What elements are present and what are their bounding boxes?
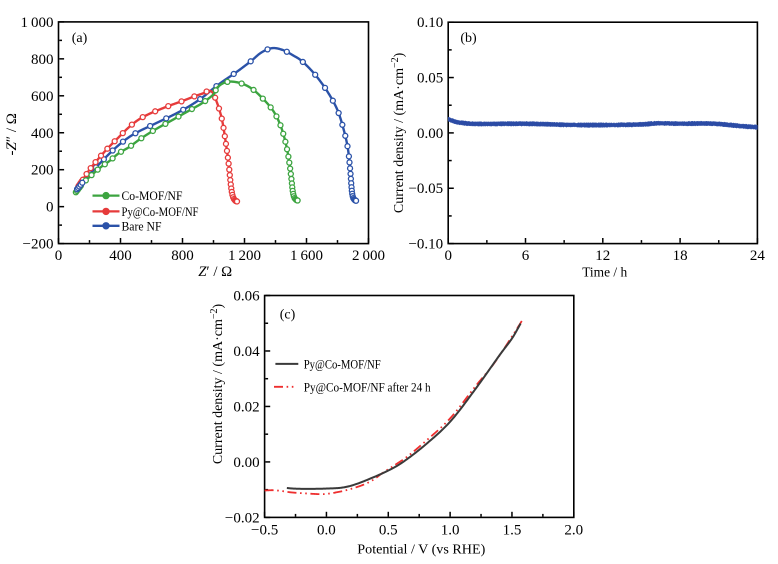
svg-text:0.00: 0.00 xyxy=(233,455,259,471)
svg-text:−0.10: −0.10 xyxy=(408,237,443,253)
svg-text:Time / h: Time / h xyxy=(582,264,627,279)
svg-text:−200: −200 xyxy=(23,237,54,253)
svg-text:0.06: 0.06 xyxy=(233,289,260,305)
svg-text:400: 400 xyxy=(109,248,132,264)
svg-text:−0.05: −0.05 xyxy=(408,181,443,197)
svg-text:0: 0 xyxy=(55,248,63,264)
svg-text:200: 200 xyxy=(31,163,54,179)
svg-text:−0.5: −0.5 xyxy=(251,523,278,539)
svg-text:0.10: 0.10 xyxy=(417,15,443,31)
svg-text:1 600: 1 600 xyxy=(290,248,323,264)
svg-text:Py@Co-MOF/NF: Py@Co-MOF/NF xyxy=(304,356,381,371)
svg-text:1 200: 1 200 xyxy=(228,248,261,264)
svg-text:Current density / (mA·cm−2): Current density / (mA·cm−2) xyxy=(209,304,226,465)
svg-text:24: 24 xyxy=(750,248,766,264)
svg-text:Current density / (mA·cm−2): Current density / (mA·cm−2) xyxy=(390,52,407,213)
svg-text:12: 12 xyxy=(595,248,610,264)
svg-text:2 000: 2 000 xyxy=(352,248,385,264)
svg-text:(a): (a) xyxy=(72,31,88,46)
svg-text:600: 600 xyxy=(31,89,54,105)
svg-text:1.5: 1.5 xyxy=(503,523,522,539)
svg-text:18: 18 xyxy=(673,248,688,264)
svg-text:2.0: 2.0 xyxy=(564,523,583,539)
svg-text:−0.02: −0.02 xyxy=(225,510,260,526)
svg-text:(b): (b) xyxy=(460,31,477,46)
svg-text:Bare NF: Bare NF xyxy=(122,218,162,233)
svg-text:Py@Co-MOF/NF after 24 h: Py@Co-MOF/NF after 24 h xyxy=(304,379,431,394)
svg-text:0.02: 0.02 xyxy=(233,399,259,415)
svg-text:1 000: 1 000 xyxy=(20,15,53,31)
svg-text:800: 800 xyxy=(171,248,194,264)
svg-text:0: 0 xyxy=(444,248,452,264)
svg-text:1.0: 1.0 xyxy=(441,523,460,539)
svg-text:0.00: 0.00 xyxy=(417,126,443,142)
svg-text:Co-MOF/NF: Co-MOF/NF xyxy=(122,188,183,203)
svg-text:800: 800 xyxy=(31,52,54,68)
svg-text:Z′ / Ω: Z′ / Ω xyxy=(198,264,232,280)
svg-text:Py@Co-MOF/NF: Py@Co-MOF/NF xyxy=(122,204,199,219)
svg-text:0.04: 0.04 xyxy=(233,344,260,360)
svg-text:-Z″ / Ω: -Z″ / Ω xyxy=(4,113,20,155)
svg-text:Potential / V (vs RHE): Potential / V (vs RHE) xyxy=(357,542,485,557)
svg-text:0: 0 xyxy=(46,200,54,216)
svg-text:(c): (c) xyxy=(280,308,296,323)
svg-text:0.5: 0.5 xyxy=(379,523,398,539)
svg-text:400: 400 xyxy=(31,126,54,142)
svg-text:0.05: 0.05 xyxy=(417,71,443,87)
svg-text:6: 6 xyxy=(522,248,530,264)
svg-text:0.0: 0.0 xyxy=(317,523,336,539)
